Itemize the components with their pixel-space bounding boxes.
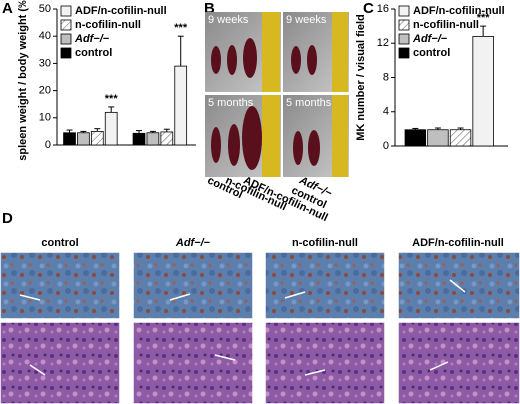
- age-label: 9 weeks: [286, 14, 327, 26]
- bar: [104, 111, 118, 146]
- significance: ***: [174, 22, 188, 34]
- bar: [472, 36, 494, 147]
- bar: [449, 129, 472, 147]
- column-title: n-cofilin-null: [292, 237, 358, 249]
- legend-swatch: [398, 47, 410, 59]
- significance: ***: [477, 12, 491, 24]
- legend-label: Adf−/−: [412, 33, 448, 45]
- y-tick-label: 12: [377, 37, 389, 49]
- y-tick-label: 10: [39, 112, 51, 124]
- bar: [63, 132, 76, 146]
- bar: [90, 130, 104, 146]
- age-label: 5 months: [208, 97, 254, 109]
- y-tick-label: 40: [39, 30, 51, 42]
- legend-label: ADF/n-cofilin-null: [413, 5, 505, 17]
- legend-swatch: [60, 5, 72, 17]
- bar: [427, 129, 449, 147]
- legend-swatch: [398, 5, 410, 17]
- bar: [132, 132, 146, 146]
- legend-label: control: [413, 47, 450, 59]
- y-tick-label: 0: [45, 139, 51, 151]
- legend-swatch: [60, 33, 72, 45]
- legend-label: Adf−/−: [74, 33, 110, 45]
- y-axis-label: spleen weight / body weight (‰): [17, 0, 29, 161]
- legend-swatch: [60, 19, 72, 31]
- y-tick-label: 8: [383, 71, 389, 83]
- column-title: Adf−/−: [175, 237, 211, 249]
- legend-label: n-cofilin-null: [75, 19, 141, 31]
- panel-label: A: [2, 0, 13, 17]
- y-tick-label: 20: [39, 85, 51, 97]
- y-tick-label: 4: [383, 106, 389, 118]
- legend-label: control: [75, 47, 112, 59]
- y-tick-label: 30: [39, 57, 51, 69]
- histology-images: [0, 251, 520, 404]
- spleen-photos: 9 weeks 9 weeks 5 months 5 months: [205, 12, 349, 177]
- legend-swatch: [398, 33, 410, 45]
- panel-label: C: [363, 0, 374, 17]
- bar: [146, 132, 160, 146]
- legend-swatch: [60, 47, 72, 59]
- y-tick-label: 50: [39, 3, 51, 15]
- bar: [404, 129, 427, 147]
- age-label: 5 months: [286, 97, 332, 109]
- age-label: 9 weeks: [208, 14, 249, 26]
- legend-label: n-cofilin-null: [413, 19, 479, 31]
- column-title: control: [41, 237, 78, 249]
- bar: [160, 131, 174, 146]
- y-axis-label: MK number / visual field: [355, 14, 367, 141]
- y-tick-label: 16: [377, 3, 389, 15]
- panel-label: D: [2, 210, 13, 227]
- legend-label: ADF/n-cofilin-null: [75, 5, 167, 17]
- panel-label: B: [204, 0, 215, 17]
- significance: ***: [105, 93, 119, 105]
- bar: [174, 65, 188, 146]
- legend-swatch: [398, 19, 410, 31]
- column-title: ADF/n-cofilin-null: [412, 237, 504, 249]
- y-tick-label: 0: [383, 140, 389, 152]
- bar: [77, 132, 90, 146]
